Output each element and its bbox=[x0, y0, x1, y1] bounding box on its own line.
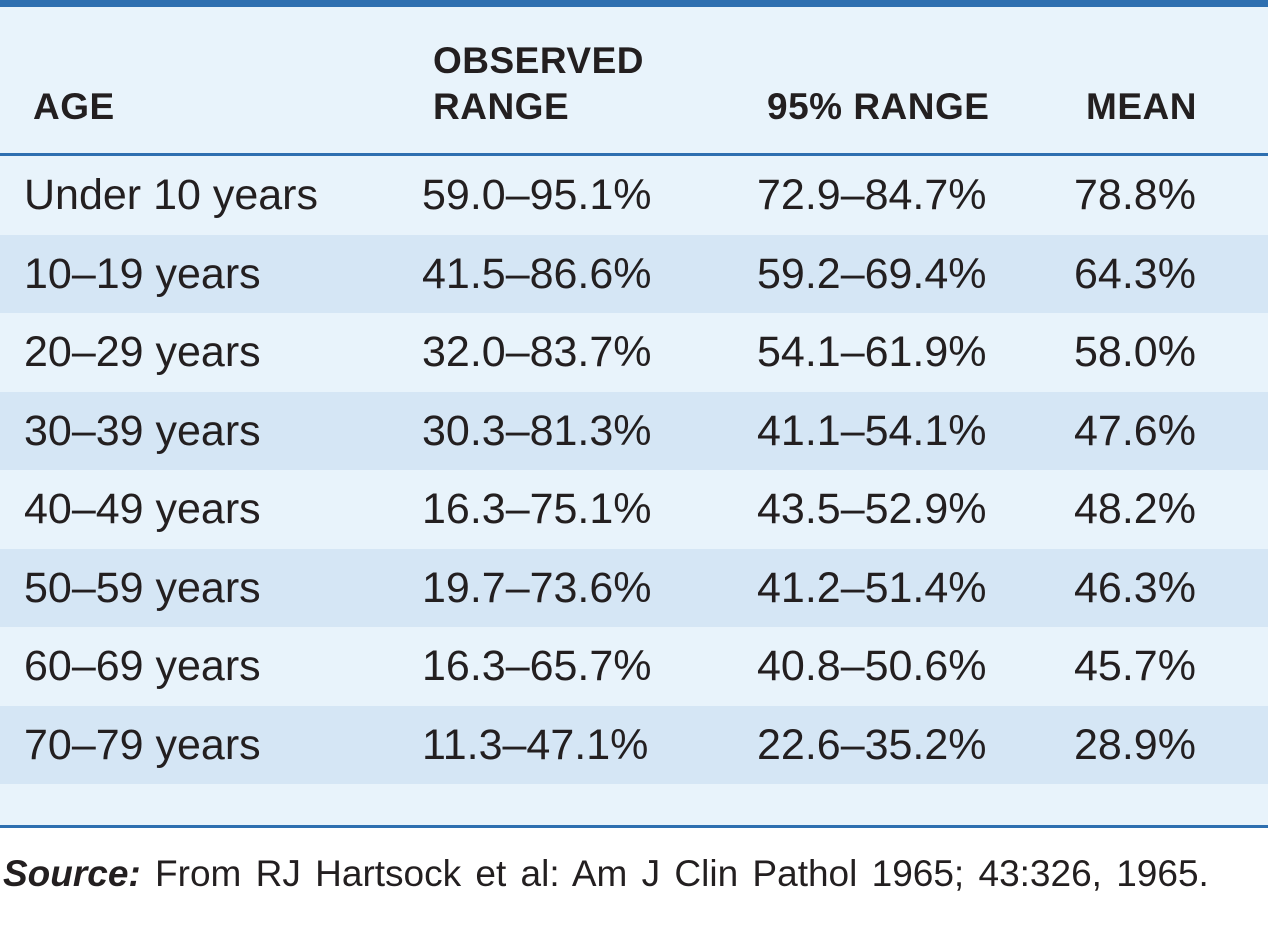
source-note: Source: From RJ Hartsock et al: Am J Cli… bbox=[3, 852, 1263, 896]
table-header: AGE OBSERVED RANGE 95% RANGE MEAN bbox=[0, 7, 1268, 153]
cell-age: Under 10 years bbox=[24, 171, 318, 219]
cell-mean: 47.6% bbox=[1074, 406, 1196, 455]
table-body: Under 10 years 59.0–95.1% 72.9–84.7% 78.… bbox=[0, 156, 1268, 784]
cell-95-range: 59.2–69.4% bbox=[757, 249, 987, 298]
cell-95-range: 43.5–52.9% bbox=[757, 485, 987, 533]
cell-mean: 28.9% bbox=[1074, 720, 1196, 769]
cell-observed-range: 11.3–47.1% bbox=[422, 720, 649, 769]
cell-mean: 78.8% bbox=[1074, 171, 1196, 219]
source-label: Source: bbox=[3, 853, 141, 894]
reference-table: AGE OBSERVED RANGE 95% RANGE MEAN Under … bbox=[0, 7, 1268, 825]
cell-95-range: 22.6–35.2% bbox=[757, 720, 987, 769]
source-text: From RJ Hartsock et al: Am J Clin Pathol… bbox=[155, 853, 1209, 894]
cell-observed-range: 16.3–75.1% bbox=[422, 485, 652, 533]
cell-observed-range: 16.3–65.7% bbox=[422, 642, 652, 690]
cell-age: 40–49 years bbox=[24, 485, 261, 533]
table-row: 50–59 years 19.7–73.6% 41.2–51.4% 46.3% bbox=[0, 548, 1268, 627]
table-row: 70–79 years 11.3–47.1% 22.6–35.2% 28.9% bbox=[0, 705, 1268, 784]
cell-observed-range: 59.0–95.1% bbox=[422, 171, 652, 219]
table-row: 60–69 years 16.3–65.7% 40.8–50.6% 45.7% bbox=[0, 627, 1268, 706]
cell-observed-range: 32.0–83.7% bbox=[422, 328, 652, 376]
table-row: 40–49 years 16.3–75.1% 43.5–52.9% 48.2% bbox=[0, 470, 1268, 549]
cell-mean: 64.3% bbox=[1074, 249, 1196, 298]
cell-age: 20–29 years bbox=[24, 328, 261, 376]
cell-observed-range: 19.7–73.6% bbox=[422, 563, 652, 612]
table-row: 20–29 years 32.0–83.7% 54.1–61.9% 58.0% bbox=[0, 313, 1268, 392]
header-observed-line1: OBSERVED bbox=[433, 40, 644, 81]
cell-age: 60–69 years bbox=[24, 642, 261, 690]
cell-mean: 48.2% bbox=[1074, 485, 1196, 533]
header-95-range: 95% RANGE bbox=[767, 86, 990, 127]
header-mean: MEAN bbox=[1086, 86, 1197, 127]
cell-95-range: 72.9–84.7% bbox=[757, 171, 987, 219]
table-row: 30–39 years 30.3–81.3% 41.1–54.1% 47.6% bbox=[0, 391, 1268, 470]
table-row: Under 10 years 59.0–95.1% 72.9–84.7% 78.… bbox=[0, 156, 1268, 235]
header-observed-line2: RANGE bbox=[433, 86, 570, 127]
top-rule bbox=[0, 0, 1268, 7]
cell-95-range: 41.1–54.1% bbox=[757, 406, 987, 455]
header-age: AGE bbox=[33, 86, 115, 127]
cell-95-range: 54.1–61.9% bbox=[757, 328, 987, 376]
cell-observed-range: 30.3–81.3% bbox=[422, 406, 652, 455]
header-rule bbox=[0, 153, 1268, 156]
cell-mean: 58.0% bbox=[1074, 328, 1196, 376]
cell-age: 10–19 years bbox=[24, 249, 261, 298]
cell-mean: 45.7% bbox=[1074, 642, 1196, 690]
cell-observed-range: 41.5–86.6% bbox=[422, 249, 652, 298]
table-row: 10–19 years 41.5–86.6% 59.2–69.4% 64.3% bbox=[0, 234, 1268, 313]
cell-mean: 46.3% bbox=[1074, 563, 1196, 612]
cell-age: 50–59 years bbox=[24, 563, 261, 612]
cell-95-range: 41.2–51.4% bbox=[757, 563, 987, 612]
cell-age: 30–39 years bbox=[24, 406, 261, 455]
cell-age: 70–79 years bbox=[24, 720, 261, 769]
bottom-rule bbox=[0, 825, 1268, 828]
header-observed-range: OBSERVED RANGE bbox=[433, 41, 644, 127]
cell-95-range: 40.8–50.6% bbox=[757, 642, 987, 690]
